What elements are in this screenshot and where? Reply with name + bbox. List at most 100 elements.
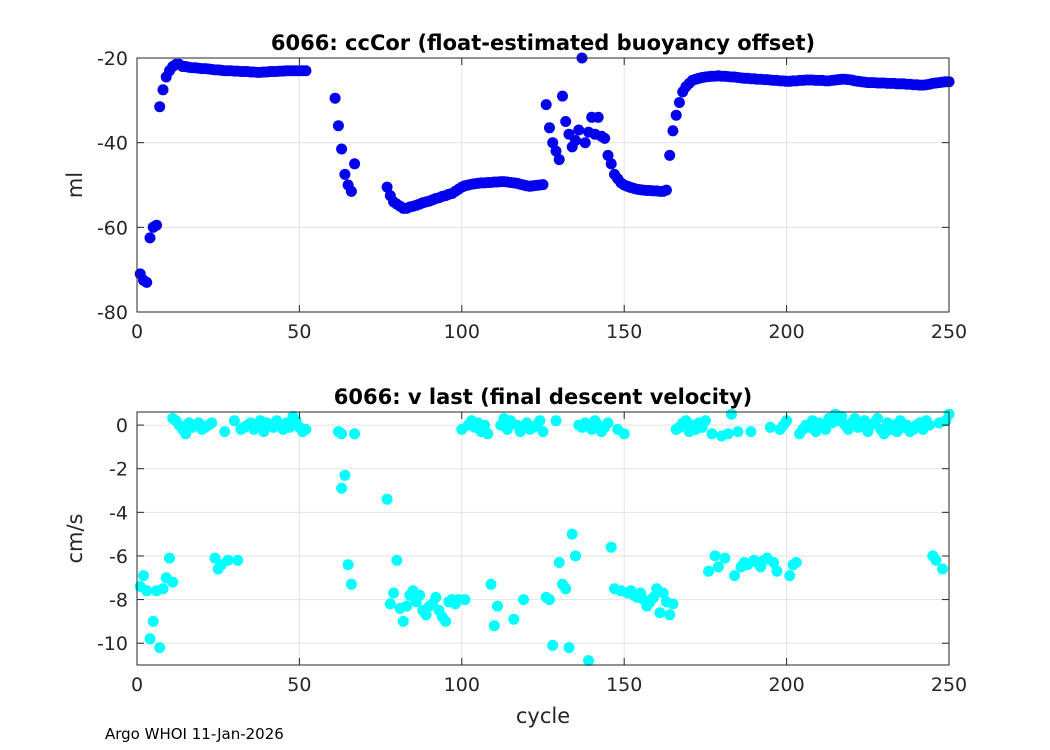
data-point xyxy=(560,116,572,127)
data-point xyxy=(508,613,520,625)
y-tick-label: -4 xyxy=(109,502,128,524)
data-point xyxy=(719,552,731,564)
data-point xyxy=(602,417,614,429)
data-point xyxy=(937,563,948,575)
y-tick-label: -8 xyxy=(109,590,128,612)
data-point xyxy=(605,158,617,170)
data-point xyxy=(547,639,559,651)
data-point xyxy=(397,615,409,627)
data-point xyxy=(459,594,471,606)
x-tick-label: 100 xyxy=(444,321,480,343)
data-point xyxy=(667,125,679,137)
data-point xyxy=(485,578,497,590)
data-point xyxy=(518,594,529,606)
data-point xyxy=(784,570,796,582)
y-tick-label: -6 xyxy=(109,546,128,568)
data-point xyxy=(664,149,676,161)
data-point xyxy=(492,600,503,612)
x-tick-label: 250 xyxy=(931,321,967,343)
data-point xyxy=(709,550,721,562)
data-point xyxy=(157,583,169,595)
data-point xyxy=(764,421,776,433)
data-point xyxy=(141,585,153,597)
axes-frame xyxy=(136,411,950,666)
x-tick-label: 50 xyxy=(287,321,311,343)
data-point xyxy=(514,426,526,438)
data-point xyxy=(790,557,802,568)
data-point xyxy=(345,185,357,197)
data-point xyxy=(670,109,682,121)
y-tick-label: -80 xyxy=(97,302,128,324)
data-point xyxy=(647,591,659,603)
data-point xyxy=(550,145,562,157)
y-tick-label: -2 xyxy=(109,459,128,481)
data-point xyxy=(924,419,935,431)
data-point xyxy=(602,149,614,161)
data-point xyxy=(501,423,513,435)
chart-panel-buoyancy-offset: 0 50 100 150 200 250 -80 -60 -40 -20 6066: ccCor (… xyxy=(63,31,967,343)
y-tick-label: 0 xyxy=(116,415,128,437)
data-point xyxy=(420,609,432,621)
chart-panel-descent-velocity: 0 50 100 150 200 250 -10 -8 -6 -4 -2 0 6066: v last … xyxy=(63,385,967,728)
data-point xyxy=(579,137,591,149)
data-point xyxy=(667,598,679,610)
x-tick-label: 200 xyxy=(768,674,804,696)
data-point xyxy=(560,583,572,595)
x-tick-label: 150 xyxy=(606,321,642,343)
data-point xyxy=(706,428,718,440)
y-tick-label: -60 xyxy=(97,217,128,239)
data-point xyxy=(771,565,783,577)
chart-title: 6066: v last (final descent velocity) xyxy=(334,385,752,409)
data-point xyxy=(401,600,413,612)
data-point xyxy=(154,642,166,654)
data-point xyxy=(349,158,361,170)
y-axis-label: cm/s xyxy=(63,513,87,563)
data-point xyxy=(592,111,604,123)
data-point xyxy=(599,132,611,144)
data-point xyxy=(300,423,312,435)
data-point xyxy=(768,557,780,568)
data-point xyxy=(329,92,341,104)
data-point xyxy=(381,181,393,193)
data-point xyxy=(537,179,549,191)
data-point xyxy=(167,576,179,588)
data-point xyxy=(563,642,575,654)
data-point xyxy=(930,554,942,566)
x-tick-label: 250 xyxy=(931,674,967,696)
data-point xyxy=(414,589,426,601)
data-point xyxy=(345,578,357,590)
data-point xyxy=(336,482,348,494)
data-point xyxy=(488,620,500,632)
data-point xyxy=(440,615,452,627)
x-tick-label: 0 xyxy=(131,321,143,343)
data-point xyxy=(141,276,153,288)
data-point xyxy=(381,493,393,505)
x-axis-label: cycle xyxy=(516,704,570,728)
data-point xyxy=(222,554,234,566)
data-point xyxy=(673,97,685,108)
data-point xyxy=(544,594,555,606)
data-point xyxy=(660,184,672,196)
data-point xyxy=(151,219,162,231)
data-point xyxy=(430,591,442,603)
y-tick-label: -10 xyxy=(97,633,128,655)
x-tick-label: 200 xyxy=(768,321,804,343)
data-point xyxy=(872,413,883,424)
data-point xyxy=(342,559,354,571)
data-point xyxy=(570,135,581,146)
data-point xyxy=(654,607,666,619)
data-point xyxy=(232,554,244,566)
axes-frame xyxy=(136,57,950,313)
data-point xyxy=(553,557,565,568)
footer-credit: Argo WHOI 11-Jan-2026 xyxy=(105,725,284,743)
data-point xyxy=(729,570,741,582)
x-tick-label: 100 xyxy=(444,674,480,696)
data-point xyxy=(228,415,240,427)
data-point xyxy=(570,550,581,562)
data-point xyxy=(332,120,344,132)
data-point xyxy=(482,428,494,440)
data-point xyxy=(138,570,149,582)
data-point xyxy=(544,122,555,134)
data-point xyxy=(618,428,630,440)
